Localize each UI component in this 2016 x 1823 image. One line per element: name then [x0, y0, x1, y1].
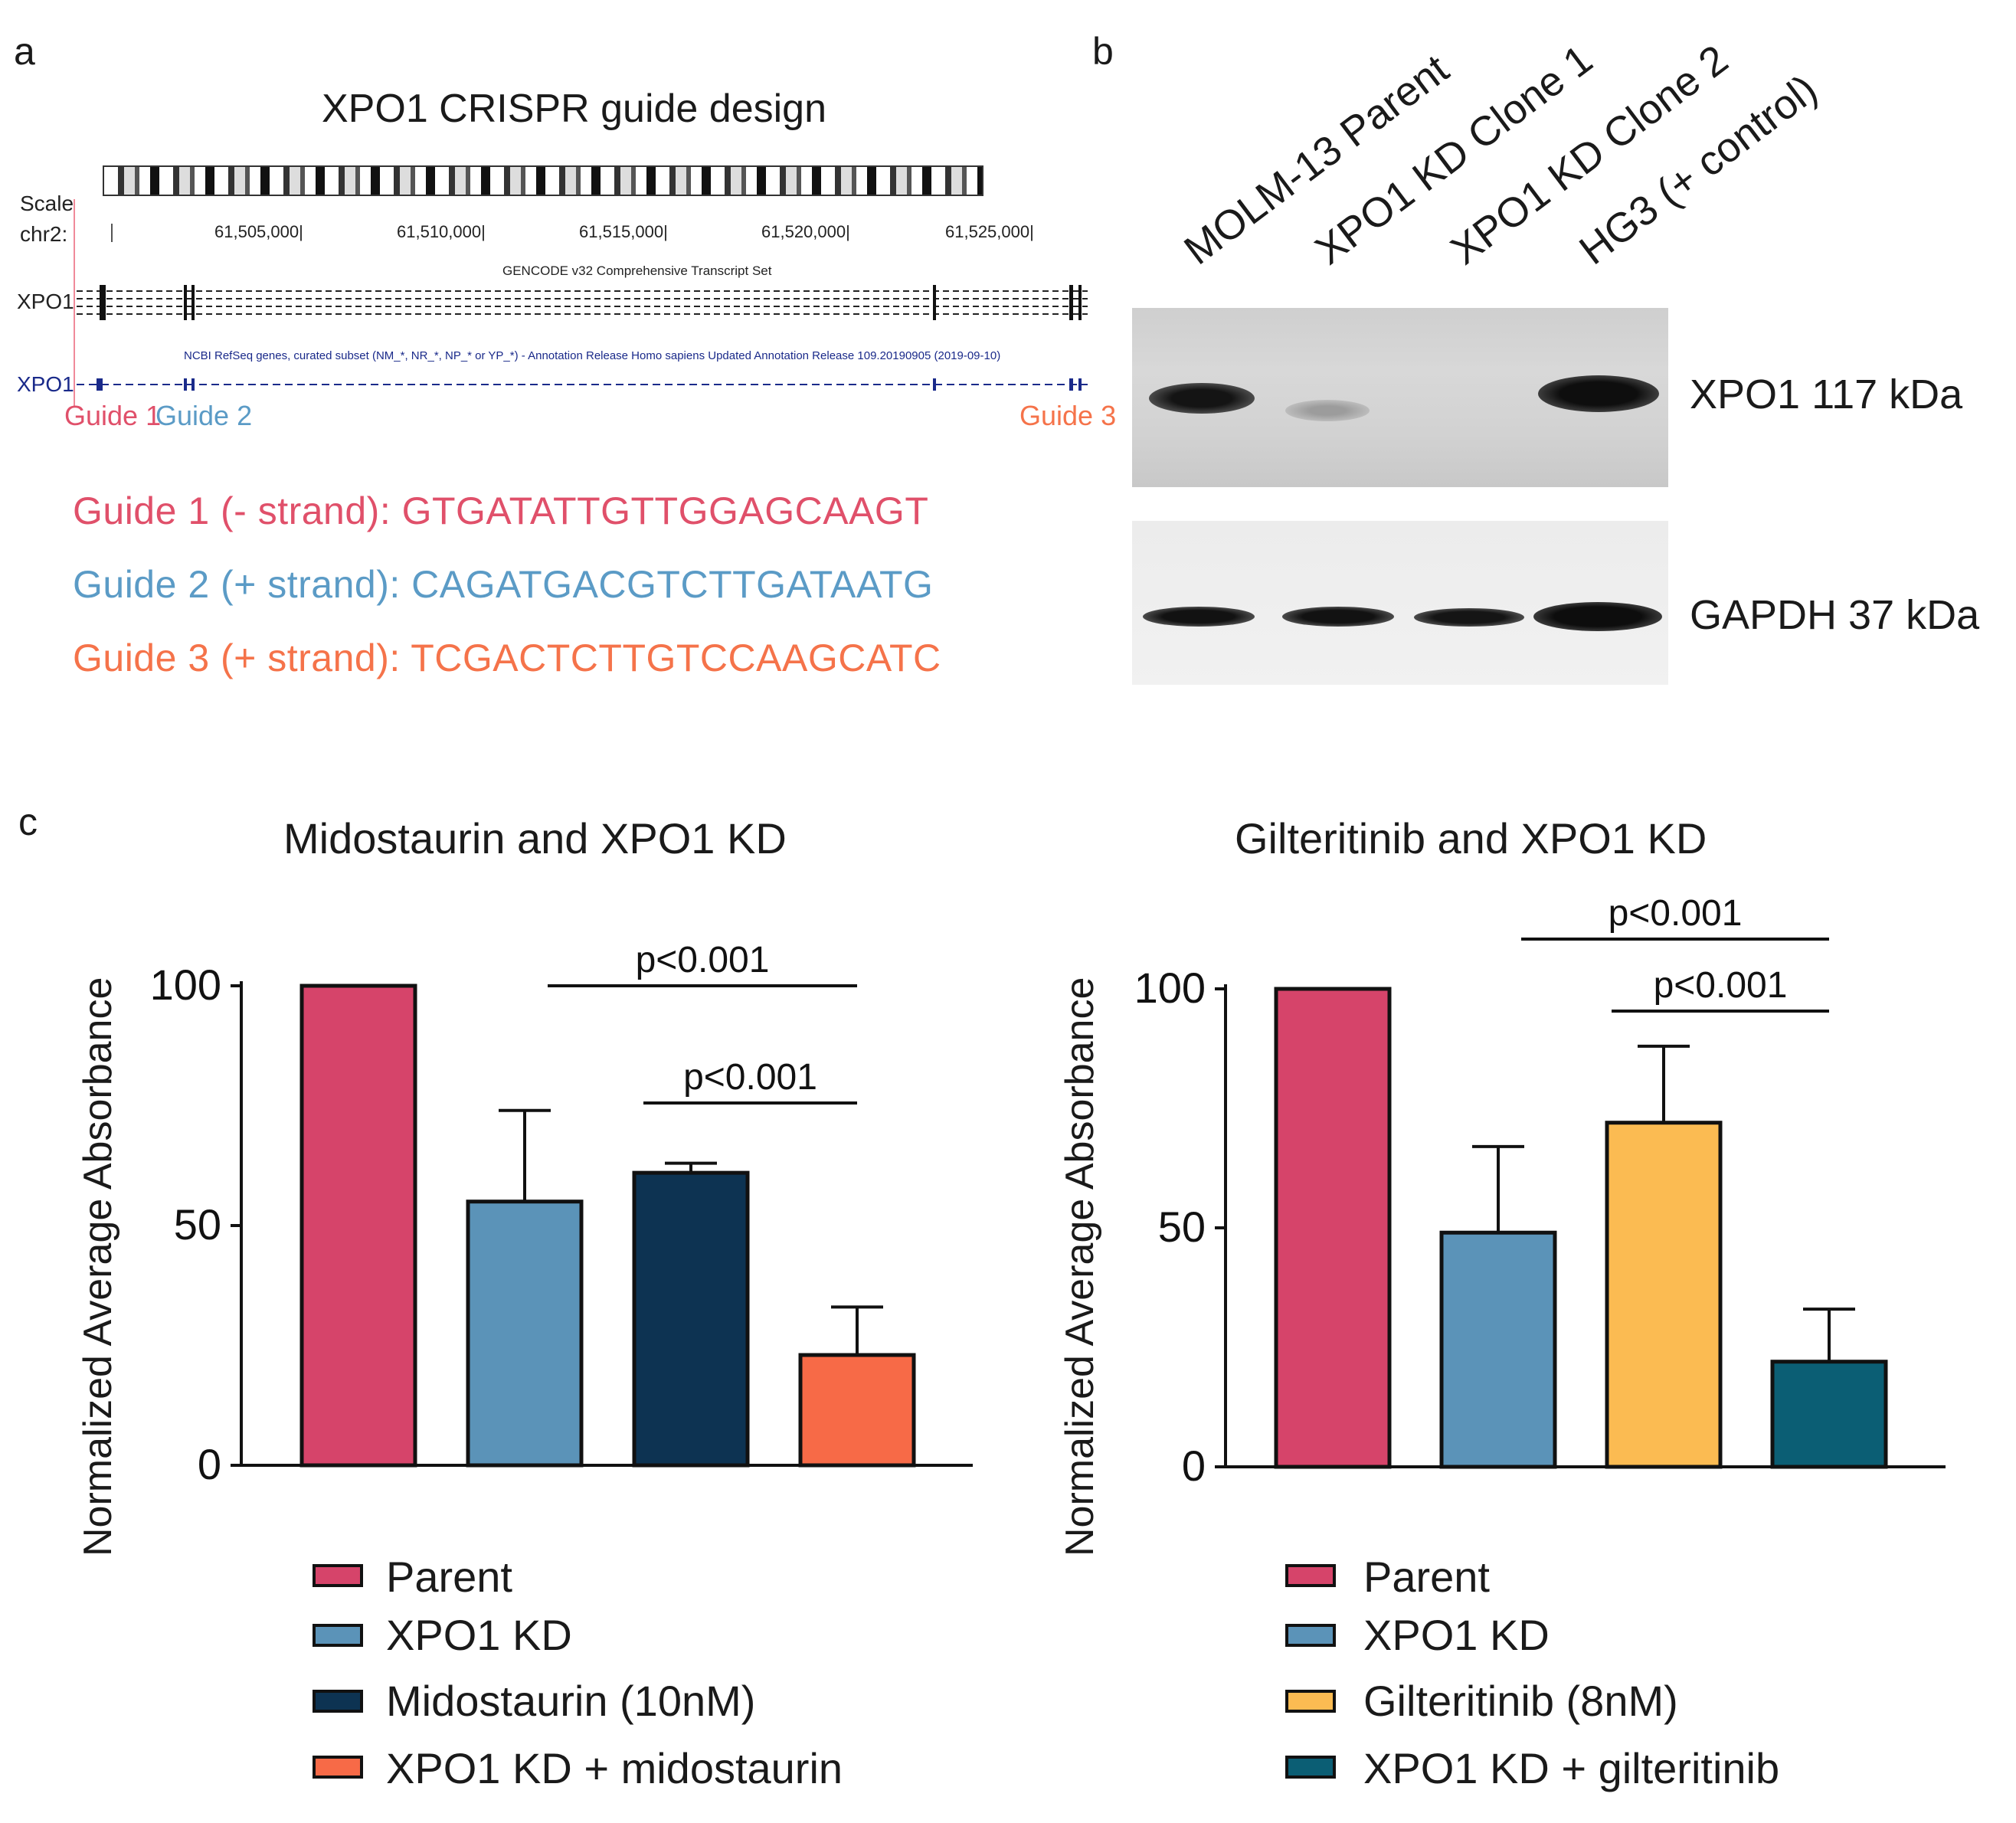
y-tick-label: 0: [198, 1440, 221, 1488]
legend-swatch: [313, 1564, 363, 1587]
chart-1-legend: Parent XPO1 KD Midostaurin (10nM) XPO1 K…: [306, 1547, 919, 1823]
significance-label: p<0.001: [636, 940, 770, 980]
legend-item-gilteritinib: Gilteritinib (8nM): [1363, 1677, 1678, 1725]
xpo1-western-blot: [1132, 308, 1668, 487]
y-tick-label: 50: [1158, 1203, 1206, 1251]
bar: [632, 1170, 750, 1468]
guide-3-marker: Guide 3: [1019, 400, 1117, 431]
xpo1-band-clone1: [1285, 400, 1370, 421]
position-label: 61,505,000|: [214, 222, 303, 241]
scale-label: Scale: [20, 191, 74, 215]
legend-item-xpo1-kd-midostaurin: XPO1 KD + midostaurin: [386, 1744, 843, 1792]
panel-a-letter: a: [14, 30, 35, 73]
panel-c-letter: c: [18, 800, 38, 843]
xpo1-band-label: XPO1 117 kDa: [1690, 371, 1963, 417]
position-label: 61,525,000|: [945, 222, 1034, 241]
y-tick-label: 100: [150, 961, 221, 1009]
guide-2-sequence: Guide 2 (+ strand): CAGATGACGTCTTGATAATG: [73, 563, 934, 606]
bar: [1439, 1230, 1557, 1469]
gapdh-band-label: GAPDH 37 kDa: [1690, 592, 1980, 638]
legend-item-midostaurin: Midostaurin (10nM): [386, 1677, 756, 1725]
refseq-label: NCBI RefSeq genes, curated subset (NM_*,…: [184, 349, 1001, 362]
xpo1-band-hg3: [1538, 375, 1659, 412]
chart-2-title: Gilteritinib and XPO1 KD: [1235, 814, 1707, 862]
legend-swatch: [1285, 1624, 1336, 1647]
significance-label: p<0.001: [1609, 893, 1743, 934]
legend-swatch: [313, 1690, 363, 1713]
legend-item-parent: Parent: [386, 1553, 512, 1601]
bar: [1274, 987, 1392, 1469]
bar: [1605, 1121, 1723, 1469]
legend-swatch: [313, 1756, 363, 1779]
position-label: 61,520,000|: [761, 222, 850, 241]
y-tick-label: 100: [1134, 964, 1206, 1012]
legend-item-xpo1-kd-gilteritinib: XPO1 KD + gilteritinib: [1363, 1744, 1780, 1792]
gapdh-band-2: [1282, 607, 1394, 627]
bar: [798, 1353, 916, 1468]
legend-item-parent: Parent: [1363, 1553, 1490, 1601]
significance-label: p<0.001: [683, 1057, 817, 1098]
position-label: 61,515,000|: [579, 222, 668, 241]
guide-2-marker: Guide 2: [155, 400, 253, 431]
chart-2-legend: Parent XPO1 KD Gilteritinib (8nM) XPO1 K…: [1279, 1547, 1892, 1823]
xpo1-refseq-track-label: XPO1: [17, 372, 74, 396]
gapdh-band-3: [1414, 608, 1524, 627]
y-tick-label: 50: [174, 1200, 221, 1249]
gencode-transcript-track: [77, 285, 1088, 320]
y-tick-label: 0: [1182, 1442, 1206, 1490]
significance-label: p<0.001: [1654, 965, 1788, 1006]
position-label: 61,510,000|: [397, 222, 486, 241]
gencode-label: GENCODE v32 Comprehensive Transcript Set: [502, 263, 772, 278]
chart-1-plot: 0 50 100 p<0.001 p<0.001: [150, 940, 973, 1488]
legend-item-xpo1-kd: XPO1 KD: [386, 1611, 572, 1659]
legend-swatch: [1285, 1690, 1336, 1713]
gapdh-band-1: [1143, 607, 1255, 627]
legend-item-xpo1-kd: XPO1 KD: [1363, 1611, 1550, 1659]
xpo1-band-parent: [1149, 383, 1255, 414]
refseq-transcript-track: [77, 378, 1088, 391]
legend-swatch: [1285, 1756, 1336, 1779]
chromosome-ideogram: [103, 165, 983, 196]
left-red-guide-line: [74, 199, 75, 406]
chart-1-title: Midostaurin and XPO1 KD: [283, 814, 787, 862]
xpo1-gencode-track-label: XPO1: [17, 290, 74, 313]
panel-a-title: XPO1 CRISPR guide design: [322, 87, 827, 131]
guide-1-sequence: Guide 1 (- strand): GTGATATTGTTGGAGCAAGT: [73, 489, 929, 532]
gapdh-band-4: [1533, 602, 1662, 631]
gapdh-western-blot: [1132, 521, 1668, 685]
bar: [299, 984, 417, 1468]
guide-3-sequence: Guide 3 (+ strand): TCGACTCTTGTCCAAGCATC: [73, 637, 941, 679]
legend-swatch: [1285, 1564, 1336, 1587]
bar: [466, 1200, 584, 1468]
legend-swatch: [313, 1624, 363, 1647]
panel-b-letter: b: [1092, 30, 1114, 73]
guide-1-marker: Guide 1: [64, 400, 162, 431]
bar: [1770, 1360, 1888, 1469]
chr-label: chr2:: [20, 222, 68, 246]
chart-2-plot: 0 50 100 p<0.001 p<0.001: [1134, 893, 1946, 1490]
scale-tick: [111, 224, 113, 242]
